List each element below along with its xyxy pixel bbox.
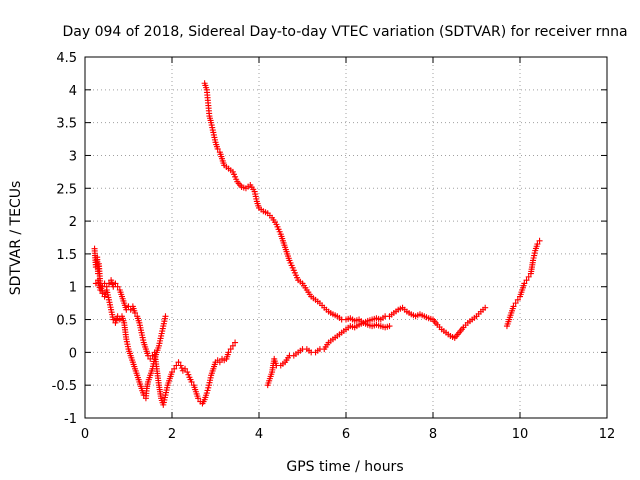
series-1 — [91, 245, 169, 402]
y-tick-label: -0.5 — [52, 379, 77, 394]
y-tick-label: 2 — [69, 215, 77, 230]
data-point — [132, 309, 139, 316]
series-5 — [503, 237, 543, 330]
data-point — [482, 304, 489, 311]
y-tick-label: 1.5 — [56, 248, 77, 263]
series-4 — [264, 304, 489, 389]
y-tick-label: 3.5 — [56, 117, 77, 132]
data-point — [523, 277, 530, 284]
x-tick-label: 0 — [81, 427, 89, 442]
data-point — [514, 296, 521, 303]
data-point — [216, 359, 223, 366]
data-point — [536, 237, 543, 244]
y-tick-label: 4 — [69, 84, 77, 99]
x-axis-label: GPS time / hours — [286, 459, 403, 475]
x-tick-label: 2 — [168, 427, 176, 442]
data-point — [105, 280, 112, 287]
data-point — [185, 371, 192, 378]
data-point — [112, 280, 119, 287]
grid-lines — [85, 57, 607, 418]
y-tick-label: 4.5 — [56, 51, 77, 66]
data-point — [225, 349, 232, 356]
data-point — [195, 395, 202, 402]
data-point — [175, 359, 182, 366]
data-point — [103, 283, 110, 290]
x-tick-label: 4 — [255, 427, 263, 442]
data-point — [510, 303, 517, 310]
data-point — [127, 306, 134, 313]
data-point — [171, 365, 178, 372]
tick-labels: 0 2 4 6 8 10 12 -1 -0.5 0 0.5 1 1.5 2 2.5 3 3.5 4 4.5 — [52, 51, 616, 442]
data-point — [97, 287, 104, 294]
data-point — [214, 145, 221, 152]
data-point — [147, 355, 154, 362]
data-point — [521, 280, 528, 287]
x-tick-label: 12 — [599, 427, 616, 442]
data-point — [116, 316, 123, 323]
data-point — [205, 384, 212, 391]
chart-title: Day 094 of 2018, Sidereal Day-to-day VTE… — [62, 24, 627, 40]
data-point — [203, 390, 210, 397]
data-point — [99, 290, 106, 297]
y-tick-label: 0.5 — [56, 314, 77, 329]
data-point — [110, 316, 117, 323]
data-point — [386, 323, 393, 330]
data-point — [162, 313, 169, 320]
series-3 — [201, 80, 393, 331]
data-point — [232, 339, 239, 346]
y-tick-label: -1 — [64, 412, 77, 427]
x-tick-label: 6 — [342, 427, 350, 442]
data-point — [229, 342, 236, 349]
data-point — [178, 365, 185, 372]
data-point — [534, 241, 541, 248]
series-2 — [92, 277, 239, 408]
data-point — [184, 369, 191, 376]
y-tick-label: 1 — [69, 281, 77, 296]
y-tick-label: 0 — [69, 346, 77, 361]
data-point — [525, 273, 532, 280]
data-point — [204, 387, 211, 394]
data-point — [227, 346, 234, 353]
data-point — [182, 365, 189, 372]
y-tick-label: 3 — [69, 149, 77, 164]
data-points — [91, 80, 543, 408]
x-tick-label: 10 — [512, 427, 529, 442]
data-point — [512, 300, 519, 307]
y-tick-label: 2.5 — [56, 182, 77, 197]
data-point — [92, 280, 99, 287]
x-tick-label: 8 — [429, 427, 437, 442]
data-point — [188, 378, 195, 385]
data-point — [114, 283, 121, 290]
data-point — [177, 362, 184, 369]
axis-ticks — [84, 56, 608, 419]
data-point — [169, 369, 175, 376]
y-axis-label: SDTVAR / TECUs — [8, 181, 24, 296]
